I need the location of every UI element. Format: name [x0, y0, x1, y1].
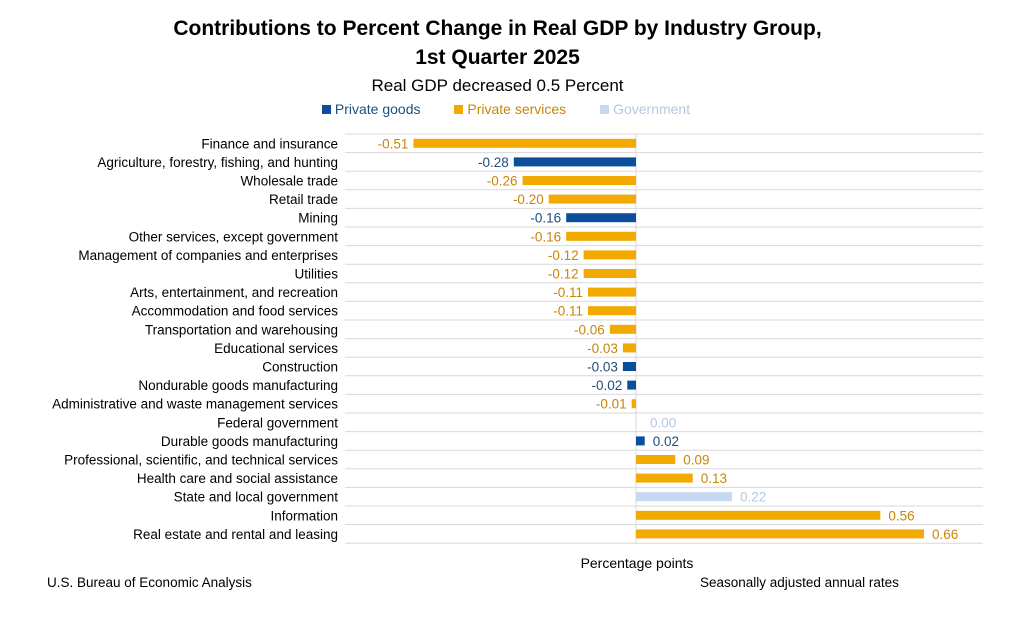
bar	[636, 436, 645, 446]
data-label: -0.12	[548, 248, 579, 263]
data-label: -0.11	[553, 285, 583, 300]
data-label: -0.01	[596, 397, 627, 412]
data-label: -0.20	[513, 192, 544, 207]
data-label: 0.56	[888, 508, 914, 523]
bar	[636, 510, 881, 520]
data-label: -0.51	[378, 136, 409, 151]
data-label: -0.16	[530, 211, 561, 226]
category-label: Real estate and rental and leasing	[133, 527, 338, 542]
category-label: Health care and social assistance	[137, 471, 338, 486]
category-label: Federal government	[217, 415, 338, 430]
category-label: Retail trade	[269, 192, 338, 207]
legend-label-private-services: Private services	[467, 101, 567, 117]
category-label: Educational services	[214, 341, 338, 356]
bar	[636, 455, 676, 464]
chart-subtitle: Real GDP decreased 0.5 Percent	[371, 76, 624, 95]
bar	[622, 343, 636, 353]
bar	[622, 362, 636, 371]
bar	[636, 529, 924, 539]
source-note: U.S. Bureau of Economic Analysis	[47, 575, 252, 590]
data-label: -0.12	[548, 267, 579, 282]
data-label: -0.06	[574, 322, 605, 337]
bar	[583, 269, 636, 278]
legend-swatch-government	[600, 105, 610, 114]
legend-swatch-private-goods	[321, 105, 331, 114]
bar	[566, 213, 636, 223]
bar	[609, 324, 636, 334]
bar	[588, 287, 636, 297]
data-label: -0.03	[587, 341, 618, 356]
category-label: Information	[270, 508, 338, 523]
bar	[522, 176, 636, 185]
data-label: 0.00	[650, 415, 676, 430]
category-label: Professional, scientific, and technical …	[64, 453, 338, 468]
category-label: Wholesale trade	[240, 174, 338, 189]
bar	[566, 231, 636, 241]
category-label: Agriculture, forestry, fishing, and hunt…	[97, 155, 338, 170]
category-label: Arts, entertainment, and recreation	[130, 285, 338, 300]
bar	[631, 399, 636, 409]
category-label: Mining	[298, 211, 338, 226]
legend-swatch-private-services	[454, 105, 464, 114]
category-label: Nondurable goods manufacturing	[138, 378, 338, 393]
legend-item-private-services: Private services	[454, 101, 566, 117]
category-label: Finance and insurance	[201, 136, 338, 151]
data-label: -0.26	[487, 174, 518, 189]
legend-label-private-goods: Private goods	[334, 101, 421, 117]
category-label: Utilities	[294, 267, 338, 282]
legend-item-private-goods: Private goods	[321, 101, 421, 117]
bar	[627, 380, 636, 390]
data-label: -0.28	[478, 155, 509, 170]
bar	[583, 250, 636, 260]
bar	[413, 138, 636, 148]
category-label: Other services, except government	[129, 229, 339, 244]
category-label: Transportation and warehousing	[145, 322, 338, 337]
data-label: 0.22	[740, 490, 766, 505]
legend-label-government: Government	[613, 101, 691, 117]
chart-title-line1: Contributions to Percent Change in Real …	[173, 17, 822, 40]
data-label: -0.16	[530, 229, 561, 244]
legend: Private goods Private services Governmen…	[0, 101, 1012, 117]
x-axis-title: Percentage points	[580, 555, 694, 571]
bar	[636, 492, 732, 502]
data-label: 0.66	[932, 527, 958, 542]
data-label: -0.11	[553, 304, 583, 319]
data-label: 0.13	[701, 471, 727, 486]
category-label: Accommodation and food services	[132, 304, 339, 319]
data-label: -0.02	[591, 378, 622, 393]
seasonal-note: Seasonally adjusted annual rates	[700, 575, 899, 590]
chart-title-line2: 1st Quarter 2025	[415, 46, 580, 69]
data-label: 0.02	[653, 434, 679, 449]
category-label: Durable goods manufacturing	[161, 434, 338, 449]
category-label: Construction	[262, 360, 338, 375]
category-label: Management of companies and enterprises	[78, 248, 338, 263]
bar	[548, 194, 636, 204]
bar	[588, 306, 636, 316]
data-label: -0.03	[587, 360, 618, 375]
category-label: Administrative and waste management serv…	[52, 397, 338, 412]
bar	[636, 473, 693, 483]
data-label: 0.09	[683, 453, 709, 468]
category-label: State and local government	[174, 490, 339, 505]
bar	[513, 157, 636, 167]
legend-item-government: Government	[600, 101, 690, 117]
